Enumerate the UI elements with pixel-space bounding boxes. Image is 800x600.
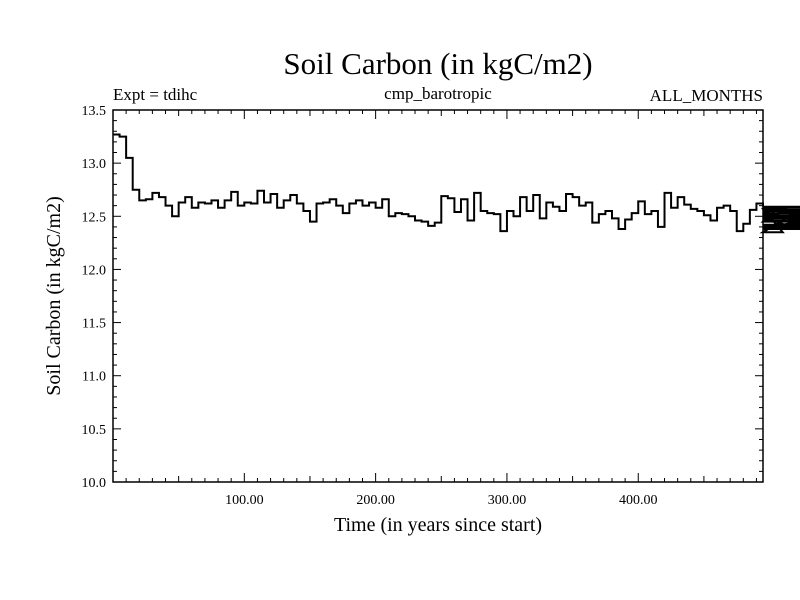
- y-tick-label: 10.0: [82, 476, 107, 491]
- axis-ticks: [113, 109, 763, 483]
- x-tick-label: 100.00: [225, 493, 264, 508]
- expt-label: Expt = tdihc: [113, 85, 198, 104]
- y-tick-label: 11.0: [82, 370, 106, 385]
- tick-labels: 10.0 10.5 11.0 11.5 12.0 12.5 13.0 13.5 100.00 20…: [82, 104, 658, 508]
- months-label: ALL_MONTHS: [650, 86, 763, 105]
- y-tick-label: 10.5: [82, 423, 107, 438]
- x-tick-label: 200.00: [356, 493, 395, 508]
- y-tick-label: 12.5: [82, 210, 107, 225]
- y-axis-label: Soil Carbon (in kgC/m2): [43, 196, 65, 395]
- x-tick-label: 400.00: [619, 493, 658, 508]
- x-axis-label: Time (in years since start): [334, 514, 542, 536]
- plot-frame: [112, 109, 764, 483]
- dataset-label: cmp_barotropic: [384, 84, 492, 103]
- y-tick-label: 13.5: [82, 104, 107, 119]
- x-tick-label: 300.00: [488, 493, 527, 508]
- y-tick-label: 12.0: [82, 263, 107, 278]
- y-tick-label: 11.5: [82, 317, 106, 332]
- chart-title: Soil Carbon (in kgC/m2): [283, 46, 592, 81]
- data-series: [113, 133, 800, 234]
- y-tick-label: 13.0: [82, 157, 107, 172]
- soil-carbon-series-line: [113, 133, 800, 234]
